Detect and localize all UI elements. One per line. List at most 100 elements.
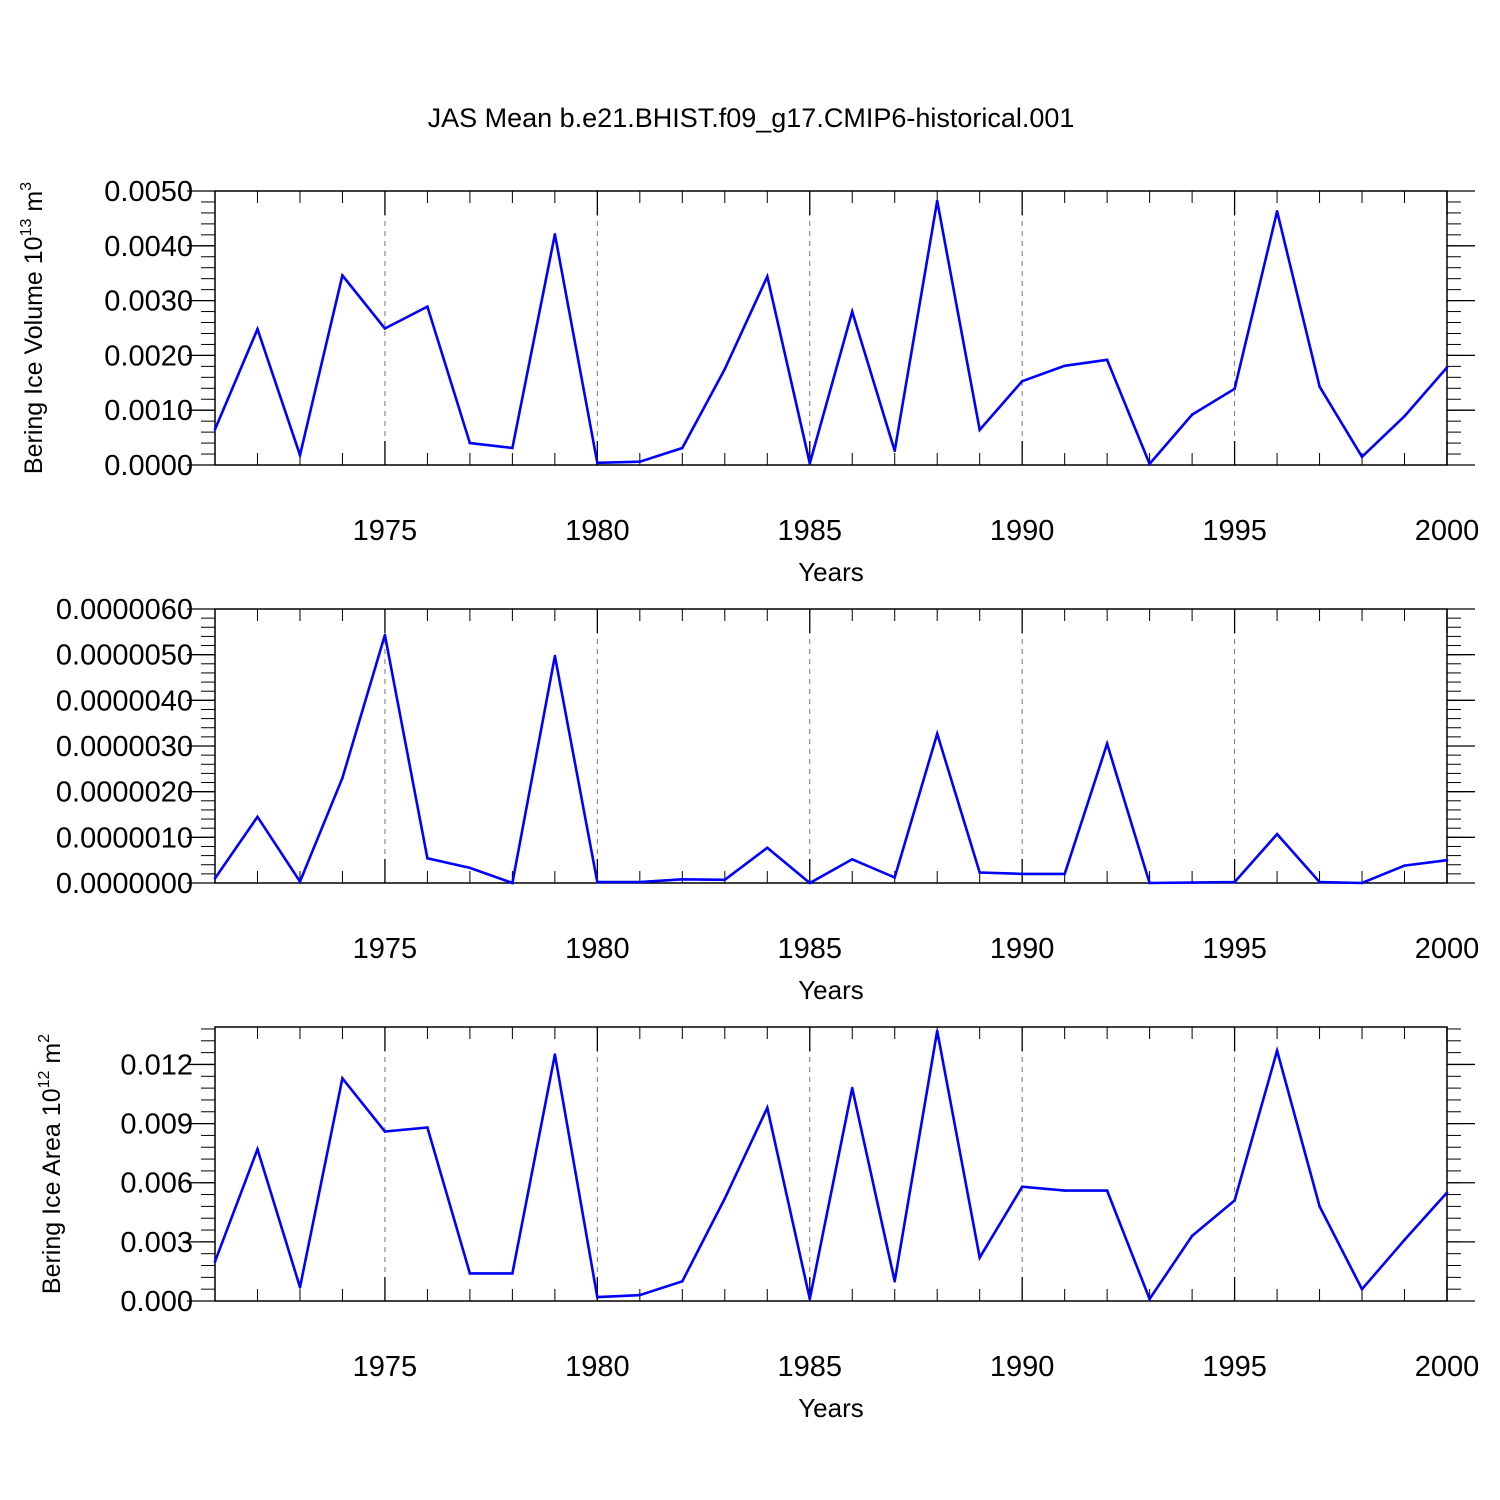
x-tick-label: 1990: [990, 933, 1055, 965]
data-point: [1105, 1189, 1109, 1192]
y-tick-labels: 0.0000000 0.0000010 0.0000020 0.0000030 0.00…: [56, 594, 1475, 900]
data-point: [765, 1106, 769, 1110]
data-point: [681, 878, 684, 881]
y-axis-label-unit: m: [20, 191, 48, 212]
y-tick-label: 0.0000040: [56, 685, 193, 717]
data-point: [298, 453, 302, 457]
y-tick-label: 0.0030: [104, 286, 193, 318]
data-point: [893, 1279, 897, 1283]
y-axis-label: Bering Ice Volume 1013 m3: [18, 182, 48, 474]
data-point: [511, 1272, 514, 1275]
y-tick-labels: 0.0000 0.0010 0.0020 0.0030 0.0040 0.0050: [104, 176, 1475, 482]
data-point: [596, 880, 599, 884]
data-point: [298, 1285, 302, 1289]
data-point: [808, 1297, 812, 1301]
y-axis-label-unit-exponent: 3: [18, 182, 35, 191]
data-point: [1233, 387, 1236, 391]
y-axis-label-exponent: 12: [36, 1070, 53, 1088]
x-axis-label: Years: [798, 1393, 864, 1423]
data-series: [213, 1029, 1449, 1302]
y-tick-label: 0.0020: [104, 340, 193, 372]
data-point: [553, 654, 557, 658]
data-point: [765, 846, 769, 850]
data-point: [426, 857, 429, 860]
data-point: [638, 1293, 642, 1297]
data-point: [426, 1126, 429, 1129]
series-line: [213, 634, 1448, 885]
data-point: [1063, 364, 1066, 368]
x-tick-label: 1980: [565, 933, 630, 965]
data-point: [1063, 872, 1066, 876]
data-point: [1403, 1238, 1406, 1242]
x-tick-label: 1990: [990, 515, 1055, 547]
data-point: [511, 446, 514, 450]
data-point: [256, 815, 259, 819]
plot-frame: [214, 190, 1448, 466]
data-point: [850, 1086, 854, 1090]
data-point: [1445, 858, 1449, 862]
data-point: [850, 310, 854, 313]
data-point: [1105, 358, 1109, 362]
data-point: [468, 866, 472, 870]
data-point: [1318, 385, 1321, 388]
data-point: [850, 857, 854, 861]
data-point: [1275, 832, 1279, 836]
data-point: [681, 1279, 684, 1283]
data-point: [808, 462, 812, 465]
x-axis-label: Years: [798, 975, 864, 1005]
data-point: [1275, 1049, 1279, 1052]
data-point: [596, 461, 599, 465]
data-point: [893, 876, 897, 879]
data-point: [1063, 1189, 1066, 1192]
data-point: [723, 367, 727, 371]
data-point: [1190, 1234, 1194, 1238]
x-tick-label: 1985: [778, 515, 843, 547]
data-series: [213, 199, 1449, 467]
y-tick-label: 0.0050: [104, 176, 193, 208]
y-tick-label: 0.0000010: [56, 822, 193, 854]
x-tick-labels: 1975 1980 1985 1990 1995 2000: [353, 1351, 1480, 1383]
y-tick-label: 0.0000050: [56, 640, 193, 672]
y-tick-label: 0.003: [120, 1227, 193, 1259]
data-point: [1148, 881, 1151, 885]
data-point: [1360, 881, 1364, 885]
data-point: [1148, 1297, 1151, 1301]
y-tick-label: 0.000: [120, 1286, 193, 1318]
y-axis-label-main: Bering Ice Volume 10: [20, 236, 48, 474]
y-axis-label-main: Bering Ice Area 10: [38, 1088, 66, 1294]
data-point: [1275, 209, 1279, 213]
x-tick-label: 1985: [778, 933, 843, 965]
data-point: [1020, 872, 1024, 876]
data-point: [341, 274, 344, 277]
y-axis-label: Bering Ice Area 1012 m2: [36, 1034, 66, 1294]
x-tick-label: 2000: [1415, 515, 1480, 547]
x-tick-label: 1975: [353, 515, 418, 547]
y-axis-label-spacer: [38, 1064, 66, 1071]
data-point: [638, 460, 642, 464]
x-axis-label: Years: [798, 557, 864, 587]
data-point: [1148, 462, 1151, 466]
x-tick-label: 1975: [353, 1351, 418, 1383]
series-line: [213, 1030, 1448, 1302]
minor-ticks: [201, 608, 1461, 884]
y-tick-label: 0.0000060: [56, 594, 193, 626]
y-tick-labels: 0.000 0.003 0.006 0.009 0.012: [120, 1049, 1475, 1318]
data-point: [893, 449, 897, 453]
data-series: [213, 633, 1449, 885]
y-tick-label: 0.0000: [104, 450, 193, 482]
data-point: [638, 880, 642, 884]
data-point: [1318, 880, 1321, 884]
series-line: [213, 200, 1448, 467]
data-point: [1190, 881, 1194, 884]
y-tick-label: 0.0000030: [56, 731, 193, 763]
data-point: [256, 1147, 259, 1151]
data-point: [341, 776, 344, 780]
data-point: [553, 1053, 557, 1056]
y-axis-label-exponent: 13: [18, 219, 35, 237]
data-point: [1403, 864, 1406, 867]
data-point: [935, 732, 939, 735]
x-tick-label: 1980: [565, 515, 630, 547]
data-point: [341, 1076, 344, 1080]
x-gridlines: [384, 1027, 1448, 1301]
